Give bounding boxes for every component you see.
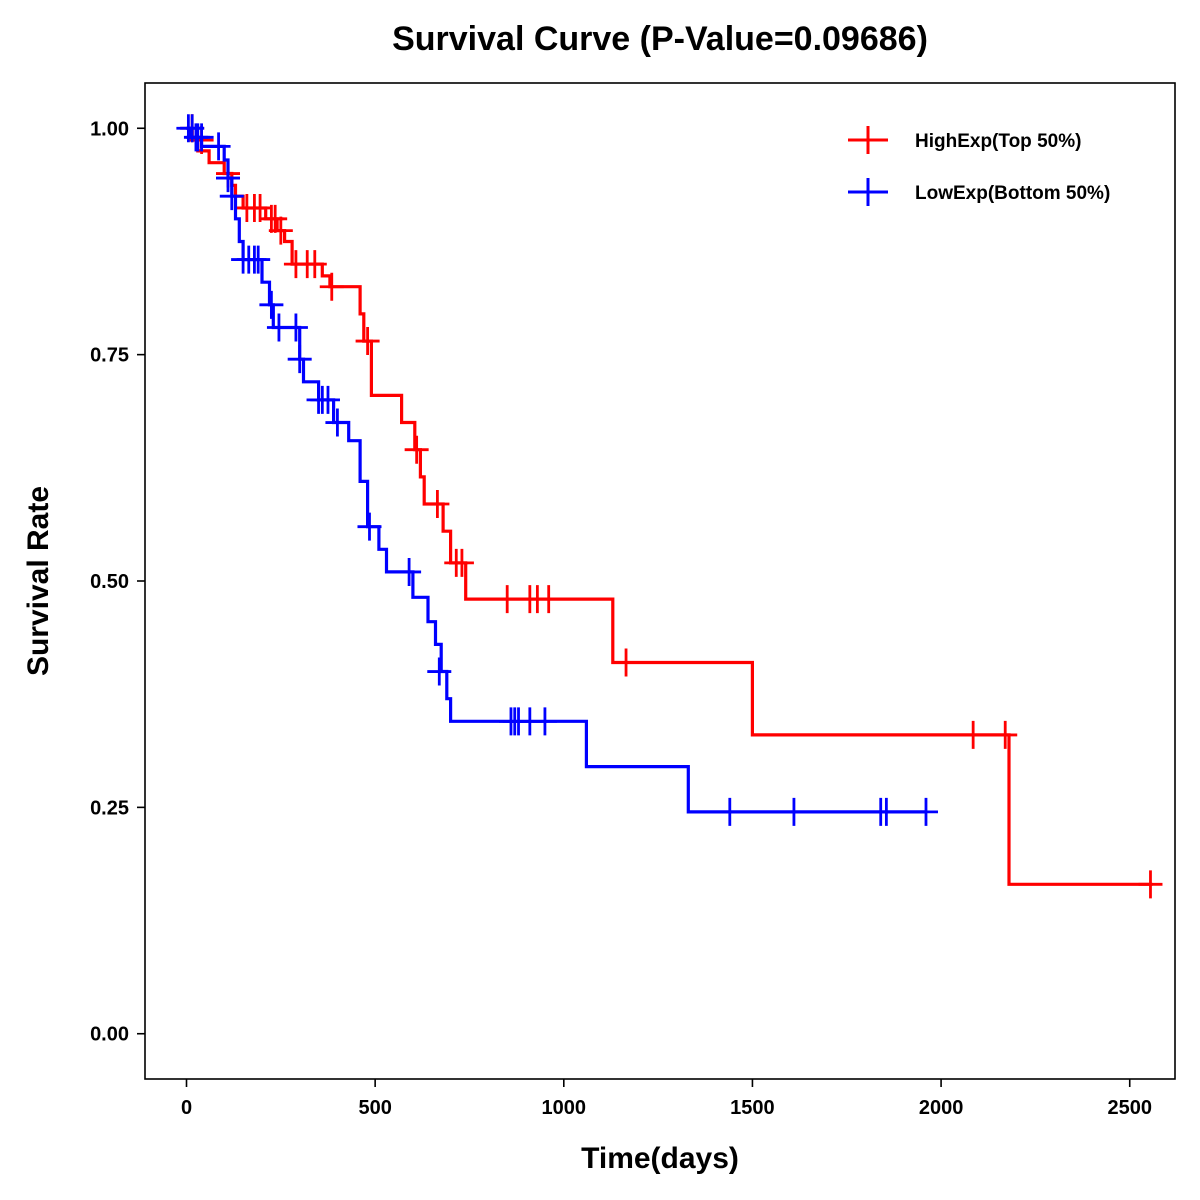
series-0 [180, 114, 1163, 899]
y-axis-label: Survival Rate [22, 486, 55, 676]
censor-mark [319, 272, 344, 301]
censor-mark [1138, 870, 1163, 899]
x-tick-label: 0 [181, 1097, 192, 1119]
plot-frame [144, 82, 1176, 1080]
censor-mark [325, 408, 350, 437]
x-axis-label: Time(days) [581, 1142, 739, 1175]
censor-mark [993, 720, 1018, 749]
legend-label: LowExp(Bottom 50%) [915, 183, 1110, 204]
y-tick-label: 1.00 [90, 118, 129, 140]
censor-mark [397, 557, 422, 586]
legend-swatch [848, 178, 888, 206]
censor-mark [189, 123, 214, 152]
x-tick-label: 1500 [730, 1097, 775, 1119]
y-tick-label: 0.25 [90, 797, 129, 819]
censor-mark [302, 250, 327, 279]
censor-mark [246, 245, 271, 274]
censor-mark [495, 585, 520, 614]
censor-mark [449, 548, 474, 577]
x-tick-label: 500 [358, 1097, 391, 1119]
censor-mark [427, 657, 452, 686]
censor-mark [259, 290, 284, 319]
y-tick-label: 0.00 [90, 1024, 129, 1046]
censor-mark [404, 435, 429, 464]
censor-mark [216, 164, 241, 193]
censor-mark [781, 797, 806, 826]
legend-item-1: LowExp(Bottom 50%) [848, 178, 1110, 206]
censor-mark [614, 648, 639, 677]
legend-item-0: HighExp(Top 50%) [848, 126, 1081, 154]
censor-mark [283, 313, 308, 342]
survival-step-line [186, 126, 1153, 886]
censor-mark [425, 490, 450, 519]
censor-mark [357, 512, 382, 541]
x-tick-label: 2000 [919, 1097, 964, 1119]
censor-mark [206, 132, 231, 161]
censor-mark [913, 797, 938, 826]
censor-mark [315, 385, 340, 414]
censor-mark [536, 585, 561, 614]
censor-mark [263, 204, 288, 233]
censor-mark [248, 193, 273, 222]
chart-title: Survival Curve (P-Value=0.09686) [392, 20, 928, 58]
censor-mark [219, 182, 244, 211]
legend-label: HighExp(Top 50%) [915, 131, 1081, 152]
censor-mark [355, 327, 380, 356]
axes: 0 500 1000 1500 2000 2500 0.00 0.25 0.50 0.75 1.00 [90, 118, 1152, 1119]
series-group [176, 114, 1163, 899]
x-tick-label: 1000 [542, 1097, 587, 1119]
x-tick-label: 2500 [1107, 1097, 1152, 1119]
y-tick-label: 0.75 [90, 345, 129, 367]
censor-mark [961, 720, 986, 749]
censor-mark [874, 797, 899, 826]
censor-mark [532, 707, 557, 736]
series-1 [176, 114, 938, 826]
censor-mark [268, 216, 293, 245]
legend-swatch [848, 126, 888, 154]
legend: HighExp(Top 50%) LowExp(Bottom 50%) [848, 126, 1110, 206]
y-tick-label: 0.50 [90, 571, 129, 593]
censor-mark [717, 797, 742, 826]
survival-step-line [186, 126, 926, 814]
censor-mark [287, 345, 312, 374]
